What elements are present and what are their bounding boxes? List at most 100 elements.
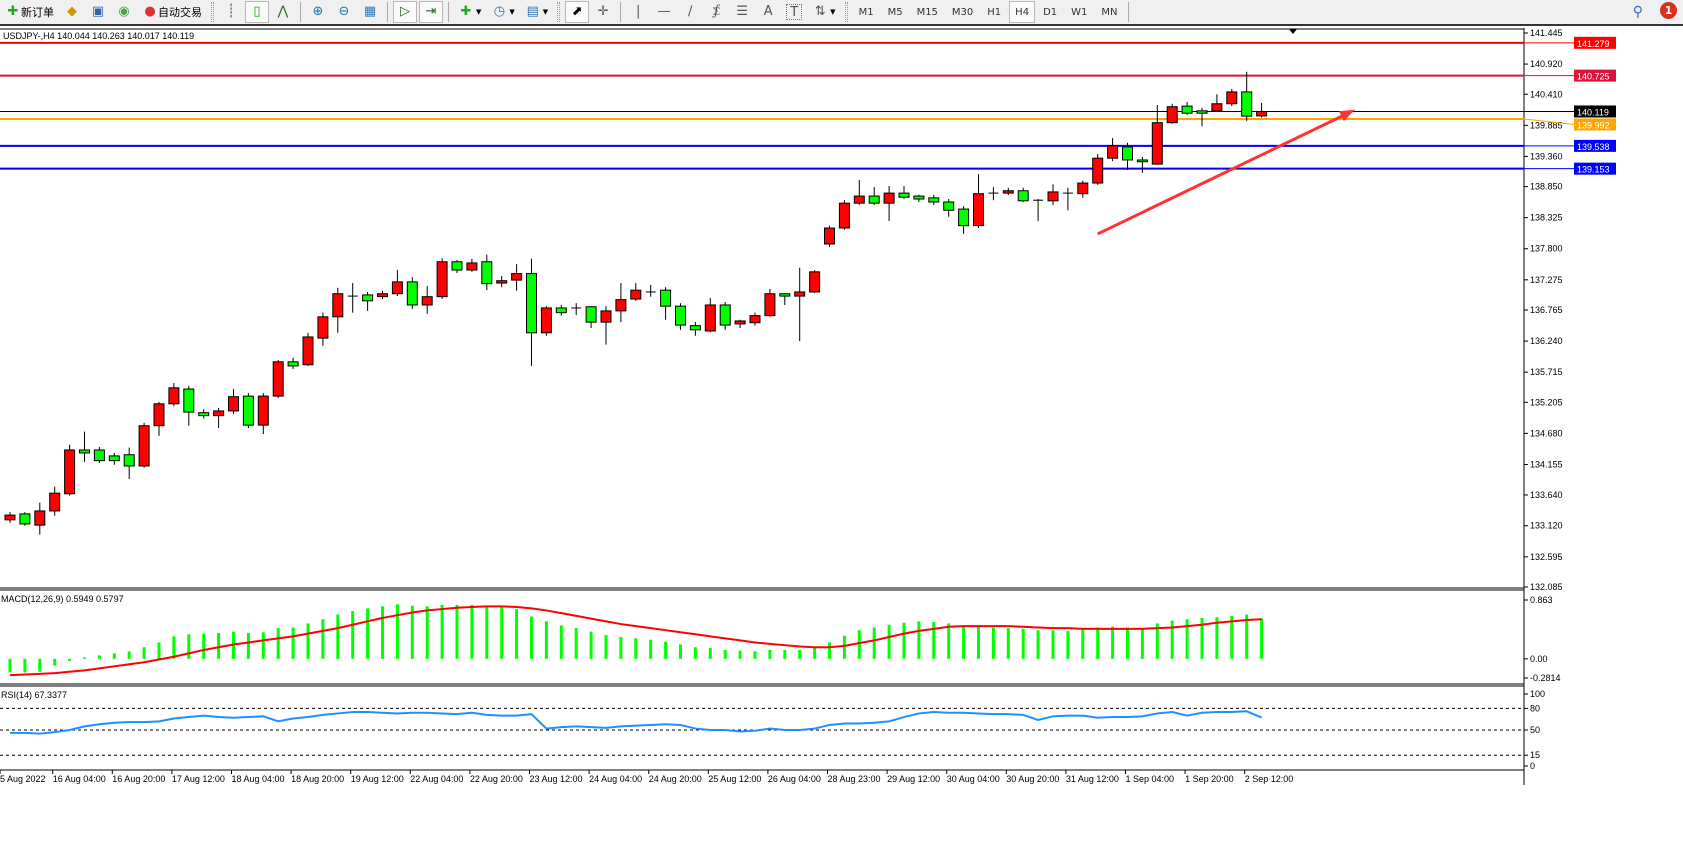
time-label: 28 Aug 23:00 <box>828 774 881 784</box>
candle <box>1241 71 1253 121</box>
tile-windows-button[interactable]: ▦ <box>358 1 382 23</box>
macd-histogram-bar <box>23 658 27 673</box>
bar-chart-button[interactable]: ┊ <box>219 1 243 23</box>
arrows-icon: ⇅ <box>814 4 826 19</box>
notification-badge[interactable]: 1 <box>1660 2 1677 19</box>
candle-body <box>1226 91 1238 105</box>
macd-histogram-bar <box>455 604 459 659</box>
macd-histogram-bar <box>634 638 638 659</box>
equidistant-channel-button[interactable]: ⨋ <box>704 1 728 23</box>
candle-body <box>4 514 16 521</box>
chevron-down-icon: ▼ <box>509 8 515 16</box>
new-order-button[interactable]: ✚ 新订单 <box>1 1 58 23</box>
macd-histogram-bar <box>798 649 802 659</box>
macd-title: MACD(12,26,9) 0.5949 0.5797 <box>1 594 124 604</box>
line-chart-button[interactable]: ⋀ <box>271 1 295 23</box>
macd-histogram-bar <box>813 646 817 659</box>
timeframe-m15[interactable]: M15 <box>916 6 938 18</box>
price-line-label: 139.992 <box>1577 120 1610 130</box>
macd-histogram-bar <box>887 624 891 659</box>
auto-trading-button[interactable]: ● 自动交易 <box>138 1 206 23</box>
candle <box>436 258 448 300</box>
periods-button[interactable]: ◷ ▼ <box>487 1 518 23</box>
candle-body <box>466 262 478 271</box>
candle-body <box>1211 103 1223 112</box>
cursor-button[interactable]: ⬈ <box>565 1 590 23</box>
macd-histogram-bar <box>1051 630 1055 659</box>
text-icon: A <box>763 4 773 19</box>
price-line-label: 139.153 <box>1577 165 1610 175</box>
candle-body <box>1151 122 1163 165</box>
candle <box>1256 102 1268 118</box>
candle-body <box>168 387 180 405</box>
timeframe-d1[interactable]: D1 <box>1043 6 1058 18</box>
macd-histogram-bar <box>157 642 161 659</box>
candle <box>257 393 269 434</box>
timeframe-mn[interactable]: MN <box>1101 6 1118 18</box>
vertical-line-button[interactable]: | <box>626 1 650 23</box>
new-order-label: 新订单 <box>21 6 54 19</box>
crosshair-button[interactable]: ✛ <box>591 1 615 23</box>
new-order-icon: ✚ <box>7 4 19 19</box>
chart-shift-button[interactable]: ⇥ <box>419 1 443 23</box>
macd-histogram-bar <box>97 655 101 659</box>
candle-body <box>1002 190 1014 194</box>
trendline-button[interactable]: ∕ <box>678 1 702 23</box>
timeframe-h4[interactable]: H4 <box>1009 1 1036 23</box>
autoscroll-button[interactable]: ▷ <box>393 1 417 23</box>
timeframe-h1[interactable]: H1 <box>987 6 1002 18</box>
search-icon[interactable]: ⚲ <box>1632 4 1643 20</box>
candle <box>1211 94 1223 113</box>
candle <box>809 270 821 294</box>
signals-button[interactable]: ◉ <box>112 1 136 23</box>
macd-histogram-bar <box>530 616 533 659</box>
macd-histogram-bar <box>172 636 176 659</box>
timeframe-m1[interactable]: M1 <box>858 6 874 18</box>
price-tick-label: 135.205 <box>1530 397 1563 407</box>
macd-histogram-bar <box>276 628 280 659</box>
timeframe-m5[interactable]: M5 <box>887 6 903 18</box>
candle <box>183 386 195 426</box>
rsi-tick-label: 15 <box>1530 750 1540 760</box>
macd-histogram-bar <box>1126 627 1129 659</box>
zoom-out-button[interactable]: ⊖ <box>332 1 356 23</box>
chart-window[interactable]: USDJPY-,H4 140.044 140.263 140.017 140.1… <box>0 28 1683 845</box>
fibonacci-button[interactable]: ☰ <box>730 1 754 23</box>
macd-histogram-bar <box>246 632 250 659</box>
arrows-button[interactable]: ⇅ ▼ <box>808 1 839 23</box>
timeframe-m30[interactable]: M30 <box>951 6 974 18</box>
candle <box>1107 138 1119 162</box>
navigator-button[interactable]: ▣ <box>86 1 110 23</box>
price-line-label: 139.538 <box>1577 142 1610 152</box>
candle <box>168 383 180 407</box>
candle <box>481 254 493 291</box>
horizontal-line-button[interactable]: — <box>652 1 676 23</box>
indicators-button[interactable]: ✚ ▼ <box>454 1 485 23</box>
candle <box>600 306 612 345</box>
zoom-in-button[interactable]: ⊕ <box>306 1 330 23</box>
macd-histogram-bar <box>410 605 414 659</box>
price-label-bg <box>1574 36 1616 49</box>
time-label: 18 Aug 04:00 <box>232 774 285 784</box>
price-tick-label: 134.680 <box>1530 428 1563 438</box>
macd-histogram-bar <box>1066 630 1070 659</box>
candle-body <box>34 510 46 526</box>
market-watch-button[interactable]: ◆ <box>60 1 84 23</box>
text-button[interactable]: A <box>756 1 780 23</box>
timeframe-w1[interactable]: W1 <box>1071 6 1088 18</box>
toolbar-grip <box>211 2 214 22</box>
price-tick-label: 138.325 <box>1530 213 1563 223</box>
macd-histogram-bar <box>500 607 504 659</box>
macd-histogram-bar <box>783 649 787 659</box>
macd-histogram-bar <box>321 619 325 659</box>
price-line-label: 141.279 <box>1577 39 1610 49</box>
candle-body <box>689 325 701 331</box>
candle <box>689 322 701 336</box>
text-label-button[interactable]: T <box>782 1 806 23</box>
price-tick-label: 141.445 <box>1530 28 1563 38</box>
macd-histogram-bar <box>470 604 474 659</box>
chart-shift-icon: ⇥ <box>425 4 437 19</box>
candlestick-button[interactable]: ▯ <box>245 1 269 23</box>
toolbar: ✚ 新订单 ◆ ▣ ◉ ● 自动交易 ┊ ▯ ⋀ ⊕ ⊖ ▦ ▷ ⇥ ✚ ▼ ◷ ▼ ▤… <box>0 0 1683 26</box>
templates-button[interactable]: ▤ ▼ <box>521 1 552 23</box>
